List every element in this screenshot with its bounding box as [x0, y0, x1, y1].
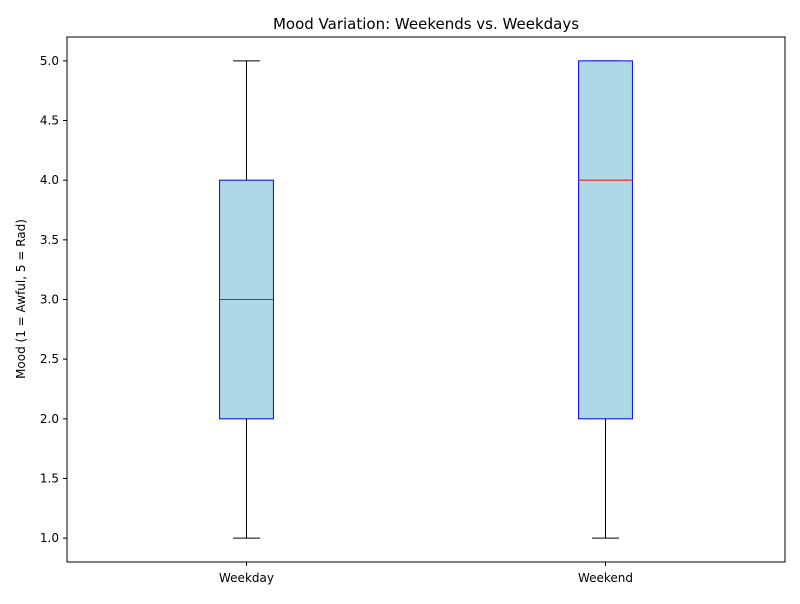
y-axis-label: Mood (1 = Awful, 5 = Rad)	[14, 219, 28, 379]
box-weekend	[578, 60, 633, 420]
y-tick-label: 2.0	[40, 412, 59, 426]
chart-title: Mood Variation: Weekends vs. Weekdays	[273, 15, 579, 33]
y-tick-label: 1.5	[40, 471, 59, 485]
y-tick-label: 5.0	[40, 54, 59, 68]
y-tick-label: 3.0	[40, 293, 59, 307]
y-tick-label: 3.5	[40, 233, 59, 247]
plot-area: 1.0 1.5 2.0 2.5 3.0 3.5 4.0 4.5 5.0 Weekday Weeken…	[40, 36, 786, 585]
y-tick-label: 4.5	[40, 114, 59, 128]
y-tick-label: 2.5	[40, 352, 59, 366]
x-tick-label: Weekday	[219, 571, 274, 585]
y-tick-label: 1.0	[40, 531, 59, 545]
axes-frame	[66, 36, 786, 563]
y-tick-label: 4.0	[40, 173, 59, 187]
x-tick-label: Weekend	[578, 571, 633, 585]
